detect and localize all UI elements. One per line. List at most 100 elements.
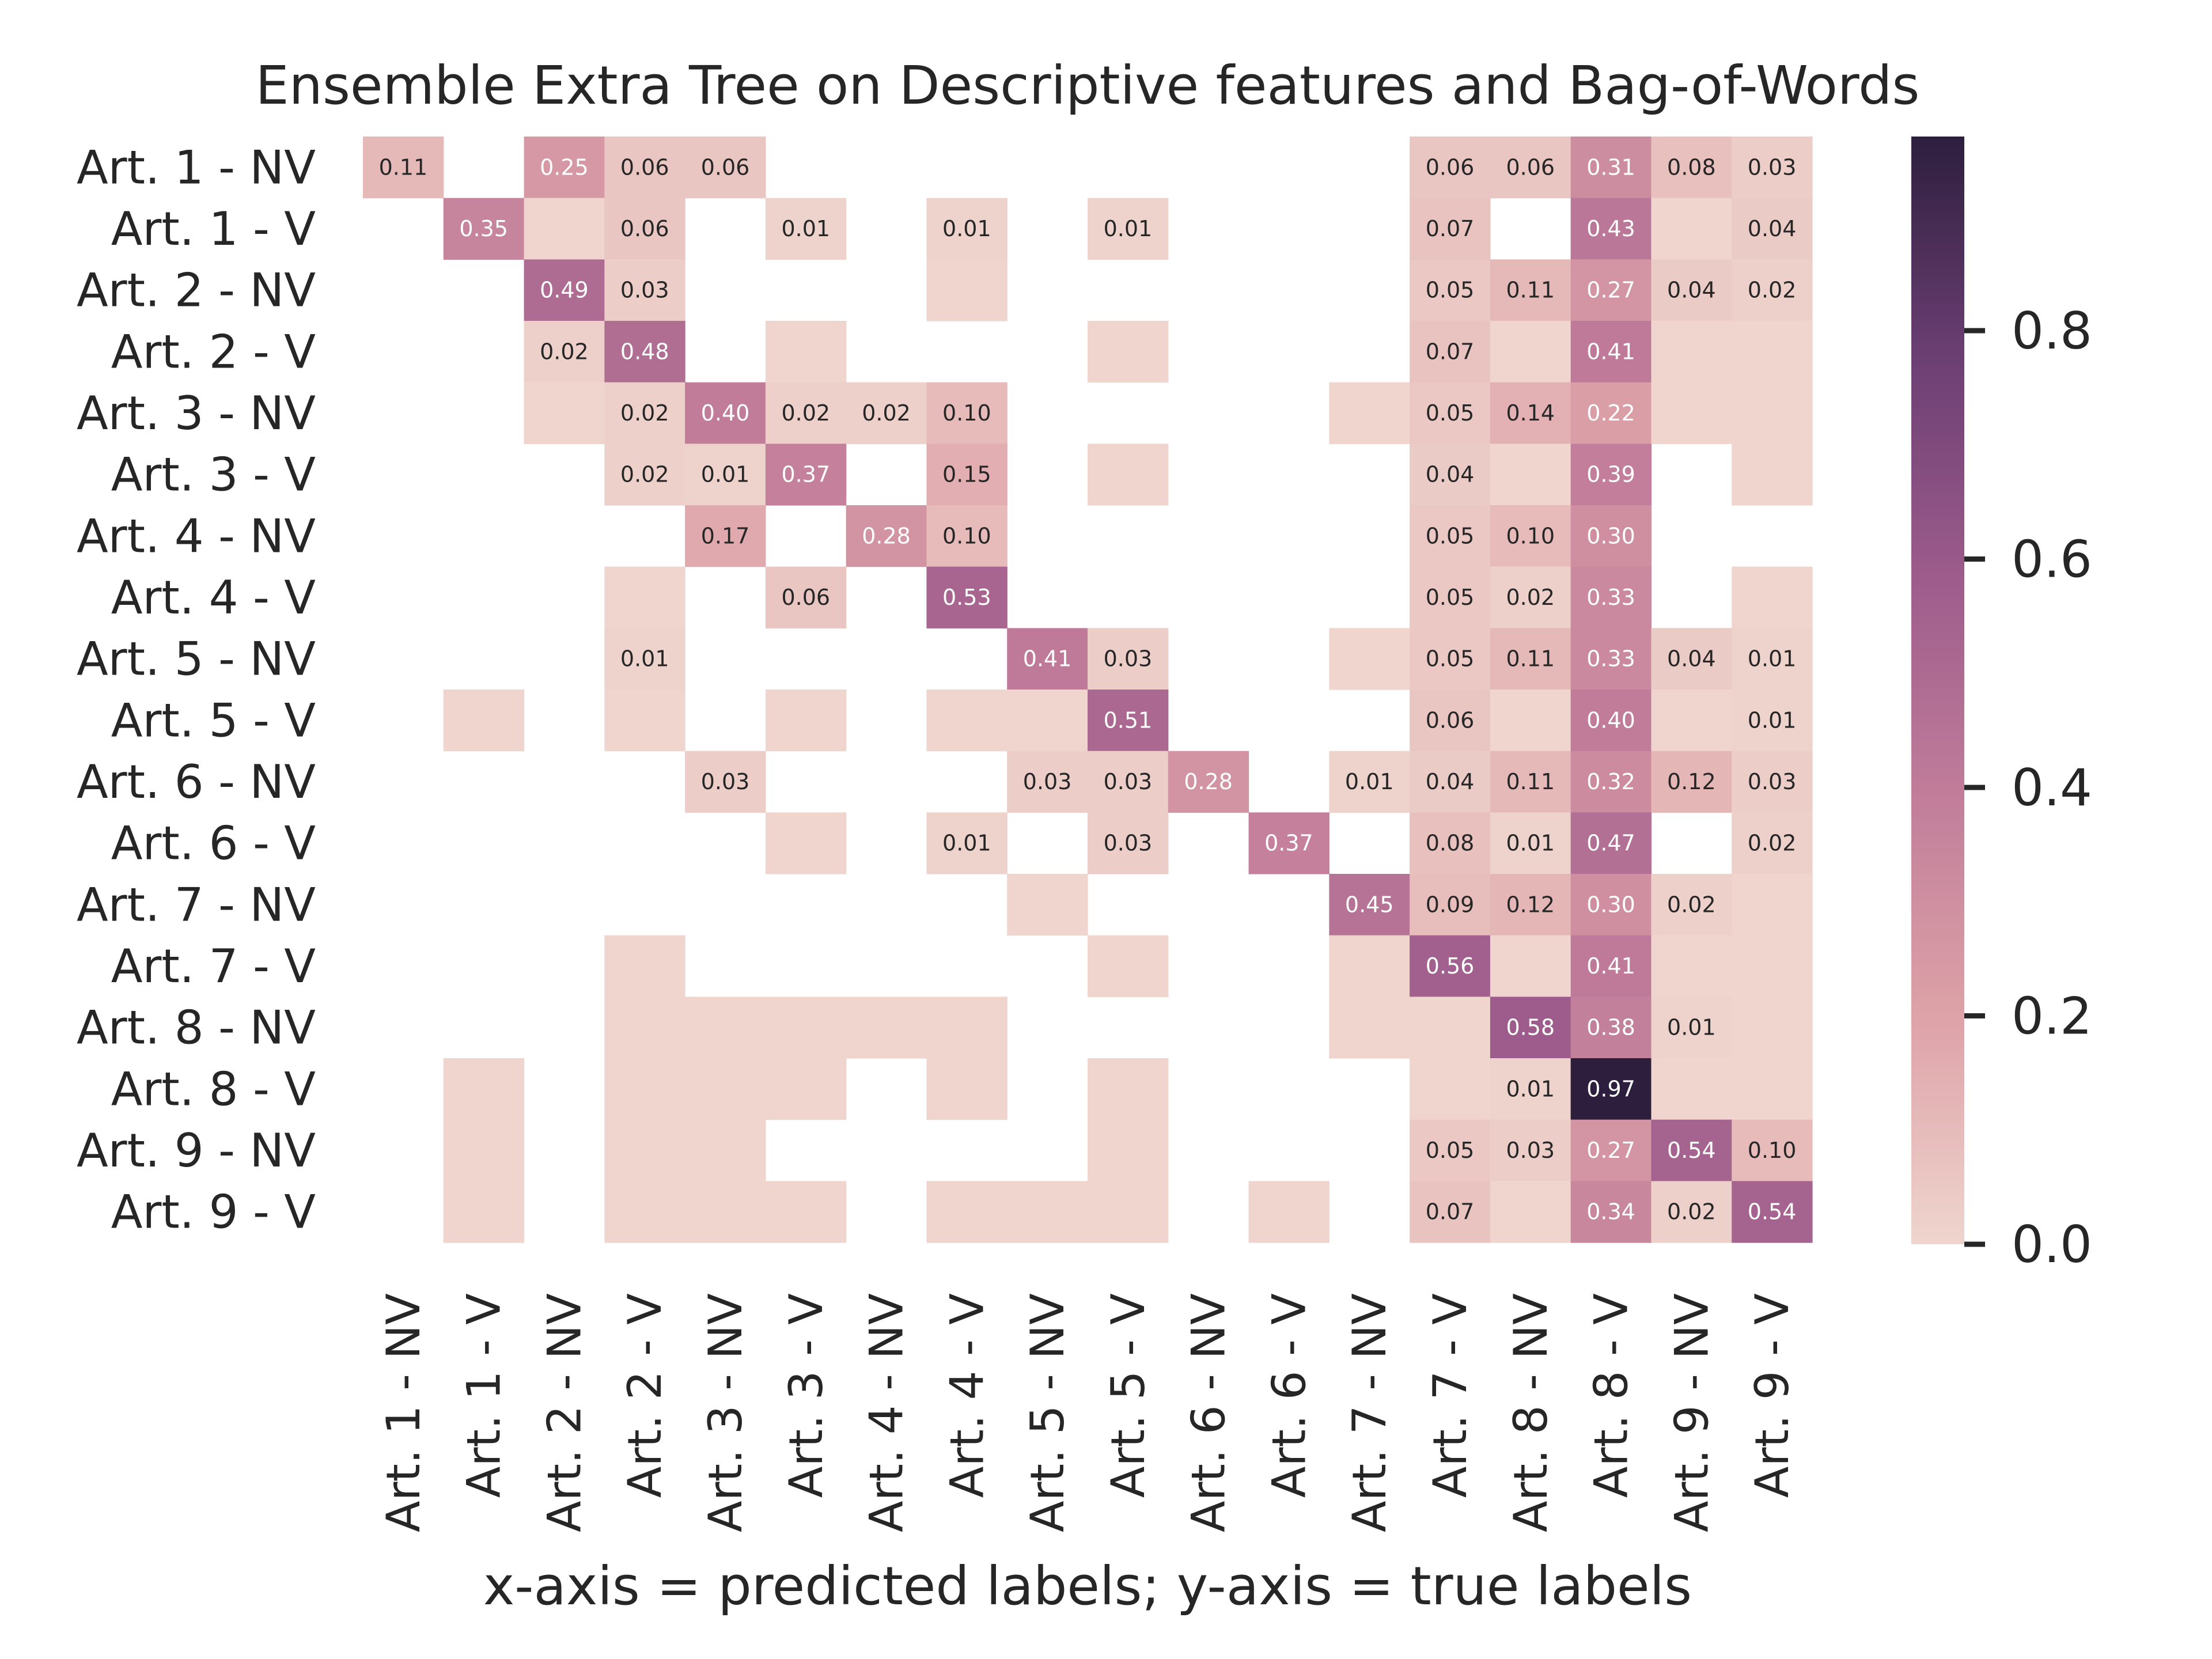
heatmap-cell (1651, 1058, 1732, 1120)
heatmap-cell (1732, 690, 1813, 752)
heatmap-cell (926, 198, 1007, 260)
heatmap-cell-label: 0.05 (1426, 646, 1475, 672)
heatmap-cell (1490, 321, 1571, 383)
heatmap-cell (1490, 628, 1571, 690)
heatmap-cell (1490, 382, 1571, 444)
x-tick-label: Art. 7 - V (1423, 1293, 1477, 1498)
heatmap-cell (765, 444, 847, 506)
heatmap-cell-label: 0.06 (1426, 154, 1475, 180)
heatmap-cell (1732, 137, 1813, 199)
heatmap-cell (604, 321, 685, 383)
heatmap-cell-label: 0.04 (1667, 646, 1716, 672)
heatmap-cell (1329, 382, 1410, 444)
heatmap-cell (524, 198, 605, 260)
heatmap-cell-label: 0.31 (1586, 154, 1635, 180)
heatmap-cell (1088, 321, 1169, 383)
heatmap-cell-label: 0.03 (1104, 646, 1153, 672)
x-tick-label: Art. 8 - NV (1504, 1293, 1558, 1532)
heatmap-cell-label: 0.02 (781, 400, 830, 426)
x-axis-label: x-axis = predicted labels; y-axis = true… (483, 1555, 1692, 1617)
heatmap-cell (1088, 935, 1169, 997)
heatmap-cell (926, 1181, 1007, 1243)
heatmap-cell (604, 566, 685, 628)
heatmap-cell (1490, 259, 1571, 321)
heatmap-cell-label: 0.22 (1586, 400, 1635, 426)
heatmap-cell (1570, 198, 1652, 260)
x-tick-label: Art. 3 - V (779, 1293, 833, 1498)
heatmap-cell-label: 0.41 (1586, 953, 1635, 979)
heatmap-cell (765, 566, 847, 628)
heatmap-cell (1732, 1058, 1813, 1120)
heatmap-cell (1570, 751, 1652, 813)
y-tick-label: Art. 5 - V (111, 694, 316, 747)
heatmap-cell-label: 0.02 (1748, 278, 1797, 303)
colorbar-tick-label: 0.6 (2012, 530, 2092, 589)
heatmap-cell (926, 997, 1007, 1059)
heatmap-cell (524, 259, 605, 321)
colorbar-tick-label: 0.0 (2012, 1215, 2092, 1274)
y-tick-label: Art. 4 - NV (77, 509, 316, 563)
heatmap-cell-label: 0.10 (1506, 523, 1555, 548)
heatmap-cell-label: 0.30 (1586, 892, 1635, 917)
heatmap-cell (1651, 935, 1732, 997)
heatmap-cell (604, 382, 685, 444)
heatmap-cell (1570, 690, 1652, 752)
heatmap-cell-label: 0.14 (1506, 400, 1555, 426)
heatmap-cell (1329, 935, 1410, 997)
heatmap-cell-label: 0.30 (1586, 523, 1635, 548)
heatmap-cell (1088, 812, 1169, 874)
heatmap-cell (1088, 1181, 1169, 1243)
heatmap-cell-label: 0.33 (1586, 585, 1635, 610)
heatmap-cell (1490, 997, 1571, 1059)
y-tick-label: Art. 1 - V (111, 202, 316, 256)
heatmap-cell-label: 0.07 (1426, 216, 1475, 241)
y-tick-label: Art. 5 - NV (77, 632, 316, 686)
heatmap-cell (1410, 1058, 1491, 1120)
x-tick-label: Art. 3 - NV (699, 1293, 752, 1532)
heatmap-cell (1732, 259, 1813, 321)
heatmap-cell (1490, 1119, 1571, 1181)
heatmap-cell-label: 0.03 (1104, 769, 1153, 794)
heatmap-cell (1410, 935, 1491, 997)
heatmap-cell (926, 505, 1007, 567)
heatmap-cell-label: 0.28 (862, 523, 911, 548)
heatmap-cell (926, 444, 1007, 506)
x-tick-label: Art. 6 - V (1262, 1293, 1316, 1498)
heatmap-cell-label: 0.01 (620, 646, 669, 672)
heatmap-cell-label: 0.10 (942, 400, 991, 426)
heatmap-cell (1329, 751, 1410, 813)
heatmap-cell-label: 0.51 (1104, 707, 1153, 733)
heatmap-cell (765, 321, 847, 383)
heatmap-cell-label: 0.02 (1667, 892, 1716, 917)
heatmap-cell (685, 997, 766, 1059)
heatmap-cell (846, 997, 927, 1059)
heatmap-cell (1732, 566, 1813, 628)
heatmap-cell-label: 0.01 (1506, 831, 1555, 856)
heatmap-cell (1732, 812, 1813, 874)
heatmap-cell-label: 0.97 (1586, 1076, 1635, 1101)
heatmap-cell-label: 0.11 (1506, 646, 1555, 672)
heatmap-cell-label: 0.01 (781, 216, 830, 241)
heatmap-cell (1490, 751, 1571, 813)
heatmap-cell-labels: 0.11 0.25 0.06 0.06 0.06 0.06 0.31 0.08 0.03 0.35… (379, 154, 1797, 1224)
heatmap-cell (1088, 1058, 1169, 1120)
heatmap-cell (1007, 874, 1088, 936)
heatmap-cell (926, 382, 1007, 444)
heatmap-cell (1490, 812, 1571, 874)
heatmap-cell (765, 382, 847, 444)
heatmap-cell (1570, 444, 1652, 506)
heatmap-cell (1410, 382, 1491, 444)
heatmap-cell (1248, 812, 1330, 874)
heatmap-cell (1490, 874, 1571, 936)
y-axis-tick-labels: Art. 1 - NV Art. 1 - V Art. 2 - NV Art. 2 -… (77, 141, 316, 1238)
y-tick-label: Art. 6 - NV (77, 755, 316, 809)
heatmap-cell (1570, 505, 1652, 567)
heatmap-cell (1490, 1058, 1571, 1120)
heatmap-cell-label: 0.03 (1506, 1138, 1555, 1163)
heatmap-cell (1007, 1181, 1088, 1243)
heatmap-cell-label: 0.02 (1506, 585, 1555, 610)
heatmap-cell-label: 0.03 (1748, 769, 1797, 794)
y-tick-label: Art. 8 - V (111, 1062, 316, 1116)
heatmap-cell (1651, 1119, 1732, 1181)
